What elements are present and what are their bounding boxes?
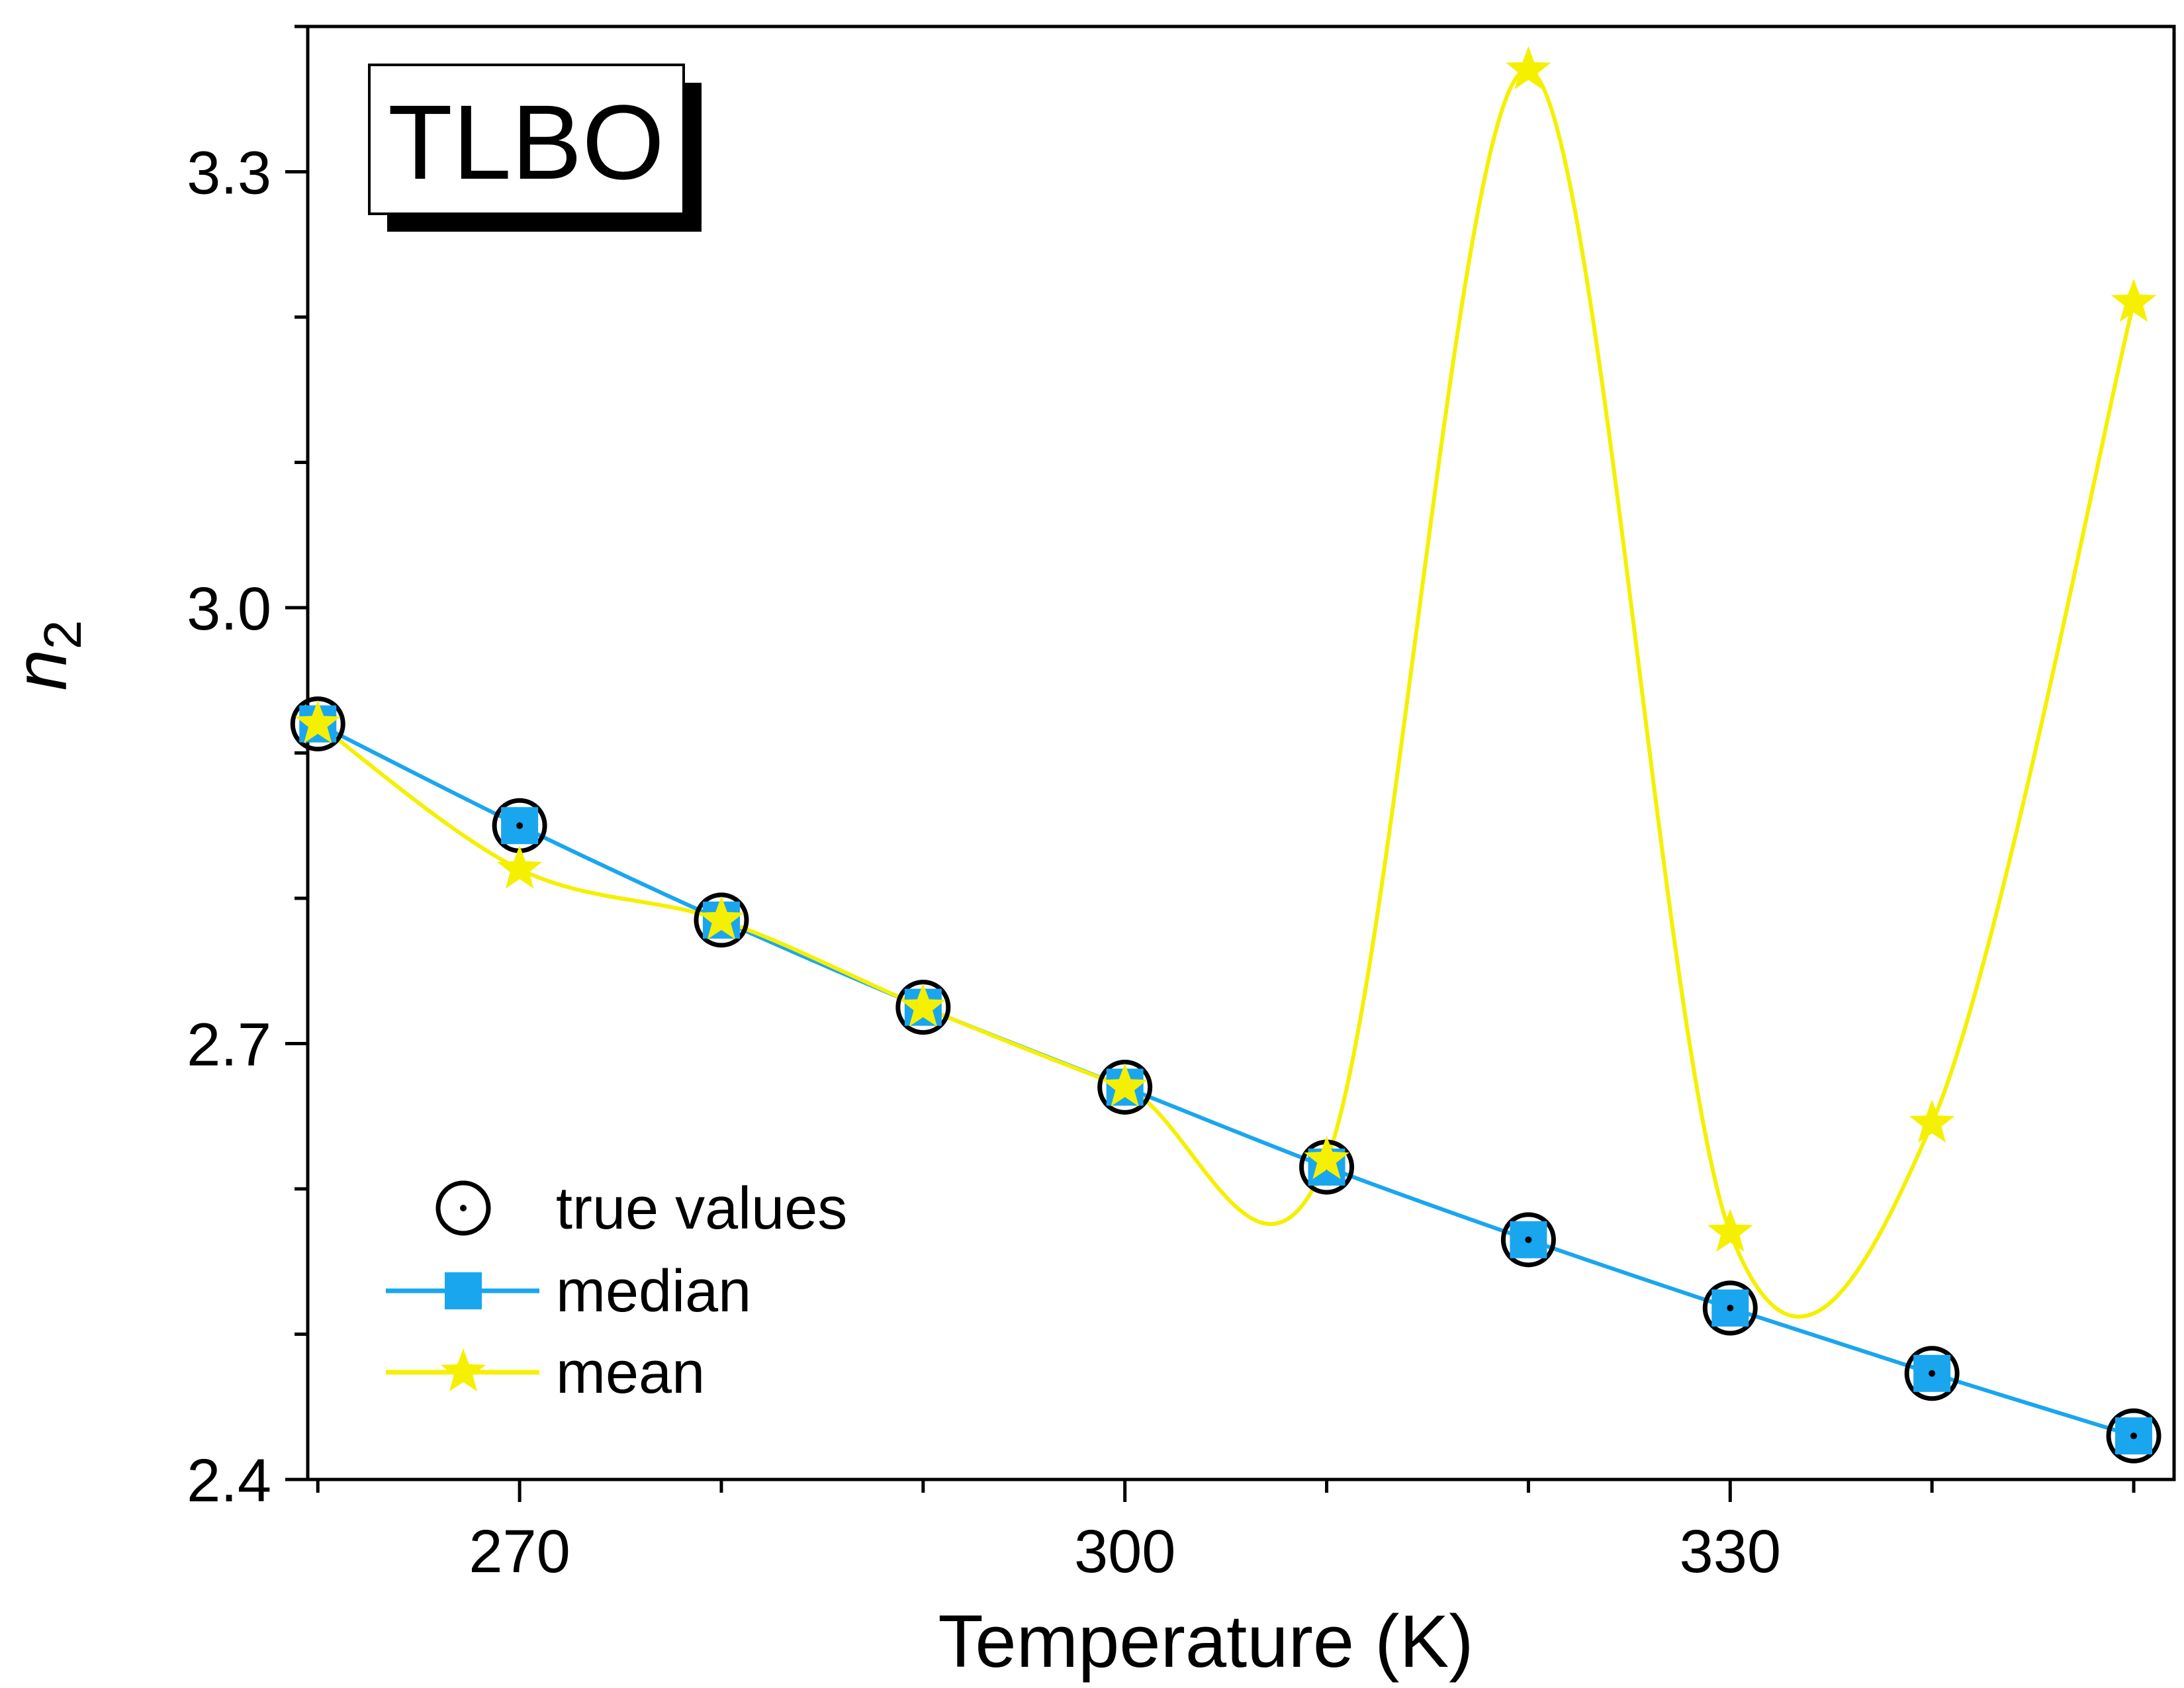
- y-tick-label: 2.7: [187, 1011, 271, 1079]
- y-tick-label: 2.4: [187, 1447, 271, 1515]
- true-values-dot: [1727, 1304, 1734, 1311]
- series-markers: [290, 46, 2161, 1464]
- mean-marker: [1707, 1208, 1753, 1252]
- true-values-marker: [1702, 1280, 1758, 1336]
- x-tick-label: 330: [1680, 1518, 1782, 1585]
- true-values-dot: [1929, 1370, 1936, 1377]
- mean-marker: [496, 845, 543, 889]
- true-values-dot: [1525, 1236, 1532, 1243]
- true-values-marker: [1500, 1212, 1556, 1268]
- true-values-marker: [1097, 1059, 1153, 1115]
- true-values-dot: [2130, 1432, 2138, 1440]
- tlbo-badge-box: [368, 64, 685, 215]
- mean-marker: [1909, 1100, 1955, 1143]
- x-tick-label: 270: [469, 1518, 570, 1585]
- mean-marker: [900, 983, 946, 1027]
- y-axis-title: n2: [0, 620, 92, 691]
- legend-item-median: median: [386, 1258, 751, 1325]
- y-tick-label: 3.0: [187, 575, 271, 643]
- mean-marker: [1506, 46, 1551, 89]
- y-axis-title-sub: 2: [33, 620, 92, 650]
- legend-item-true-values: true values: [435, 1176, 847, 1242]
- tlbo-badge: TLBO: [368, 64, 702, 232]
- mean-marker: [295, 700, 341, 743]
- x-tick-labels: 270 300 330: [469, 1518, 1781, 1585]
- x-axis-title: Temperature (K): [938, 1600, 1473, 1683]
- legend-marker-true-values-dot: [460, 1205, 467, 1211]
- median-series-line: [316, 722, 2134, 1438]
- true-values-marker: [895, 980, 951, 1035]
- true-values-marker: [694, 892, 749, 948]
- true-values-marker: [1904, 1346, 1960, 1401]
- y-tick-labels: 2.4 2.7 3.0 3.3: [187, 140, 271, 1515]
- tlbo-badge-label: TLBO: [388, 83, 664, 201]
- mean-series-line: [316, 68, 2136, 1319]
- true-values-marker: [2106, 1408, 2161, 1464]
- legend-label-mean: mean: [556, 1340, 705, 1406]
- legend-label-median: median: [556, 1258, 751, 1325]
- mean-marker: [2111, 279, 2157, 322]
- x-tick-label: 300: [1074, 1518, 1176, 1585]
- mean-marker: [1102, 1063, 1148, 1107]
- y-axis-title-main: n: [0, 649, 82, 690]
- axis-ticks: [285, 24, 2136, 1502]
- mean-marker: [1304, 1136, 1349, 1180]
- legend-marker-mean: [440, 1348, 486, 1392]
- legend-label-true-values: true values: [556, 1176, 847, 1242]
- legend-item-mean: mean: [386, 1340, 705, 1406]
- legend: true values median mean: [386, 1176, 847, 1406]
- legend-marker-true-values: [435, 1180, 491, 1236]
- y-tick-label: 3.3: [187, 140, 271, 207]
- true-values-dot: [516, 822, 523, 829]
- legend-marker-median: [445, 1272, 482, 1309]
- mean-marker: [698, 896, 745, 939]
- true-values-marker: [290, 696, 345, 752]
